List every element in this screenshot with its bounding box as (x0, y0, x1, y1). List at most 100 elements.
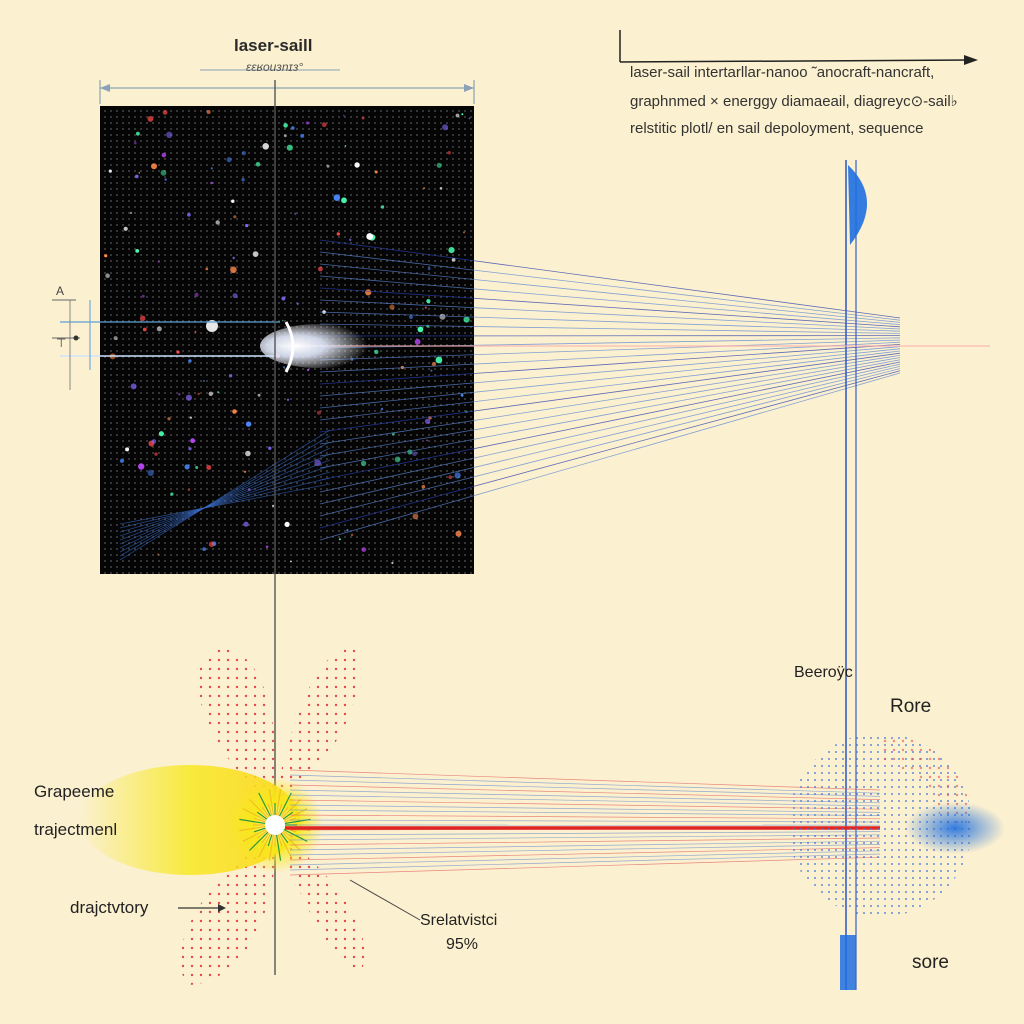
star (226, 157, 232, 163)
ray (319, 323, 901, 334)
ray (119, 453, 331, 545)
star (142, 327, 147, 332)
star (147, 116, 154, 122)
star (228, 374, 233, 378)
star (268, 446, 272, 450)
star (245, 421, 252, 427)
star (343, 114, 345, 117)
star (426, 299, 431, 304)
star (208, 391, 213, 396)
star (215, 220, 220, 225)
dimension-line (99, 69, 475, 104)
star (424, 418, 431, 424)
star (231, 199, 235, 203)
ray (289, 834, 881, 841)
ray (289, 794, 881, 807)
star (185, 394, 192, 401)
star (300, 133, 305, 138)
star (113, 336, 118, 341)
star (162, 110, 168, 115)
ray (289, 769, 881, 791)
star (157, 260, 160, 263)
ray (119, 459, 331, 541)
star (455, 113, 460, 118)
star (178, 393, 181, 396)
ray (119, 441, 331, 553)
star (188, 359, 192, 363)
star (282, 319, 284, 322)
star (316, 410, 322, 415)
ray (319, 346, 901, 397)
star (424, 306, 427, 309)
ray (289, 804, 881, 813)
star (123, 226, 128, 231)
ray (289, 856, 881, 876)
star (463, 316, 470, 323)
star (151, 439, 157, 444)
star (366, 233, 374, 240)
star (129, 211, 133, 215)
ray (119, 483, 331, 525)
side-marker-a: A (56, 284, 65, 298)
star (423, 187, 425, 189)
ray (289, 837, 881, 846)
star (346, 529, 349, 532)
star (430, 369, 433, 372)
ray (319, 287, 901, 328)
laser-beam-top (260, 321, 990, 373)
star (349, 238, 352, 241)
star (135, 249, 140, 253)
ray (319, 348, 901, 409)
ray (289, 847, 881, 861)
ray (289, 831, 881, 836)
star (208, 541, 215, 548)
star (262, 143, 270, 150)
relativistic-value: 95% (446, 936, 479, 953)
ray (319, 344, 901, 385)
ray (319, 363, 901, 493)
star (451, 257, 456, 262)
star (265, 545, 269, 549)
star (286, 398, 290, 401)
star (167, 417, 171, 421)
star (338, 538, 341, 541)
star (333, 194, 341, 201)
star (350, 533, 354, 537)
star (195, 466, 199, 469)
ray (319, 361, 901, 481)
star (394, 456, 401, 463)
ray (319, 355, 901, 445)
star (210, 167, 213, 170)
star (455, 530, 462, 537)
star (156, 326, 162, 332)
ray (319, 239, 901, 319)
star (281, 296, 286, 301)
ray (119, 429, 331, 561)
star (138, 172, 141, 174)
ray (319, 366, 901, 505)
ray (289, 840, 881, 851)
ray (289, 850, 881, 866)
star (448, 247, 455, 254)
star (283, 123, 288, 128)
star (243, 521, 249, 527)
star-cluster (104, 110, 471, 565)
star (252, 251, 259, 257)
trajectory-label-1: trajectmenl (34, 820, 118, 839)
star (194, 330, 197, 333)
star (426, 324, 430, 328)
star (361, 547, 367, 552)
ray (119, 435, 331, 557)
ray (319, 350, 901, 421)
star (125, 447, 130, 452)
star (435, 356, 443, 364)
bottom-lens-shape (840, 935, 856, 990)
side-marker-lines (52, 299, 280, 390)
star (187, 488, 191, 492)
star (290, 560, 292, 563)
star (232, 409, 237, 414)
star (360, 460, 367, 466)
star (245, 224, 249, 228)
star (284, 521, 290, 528)
